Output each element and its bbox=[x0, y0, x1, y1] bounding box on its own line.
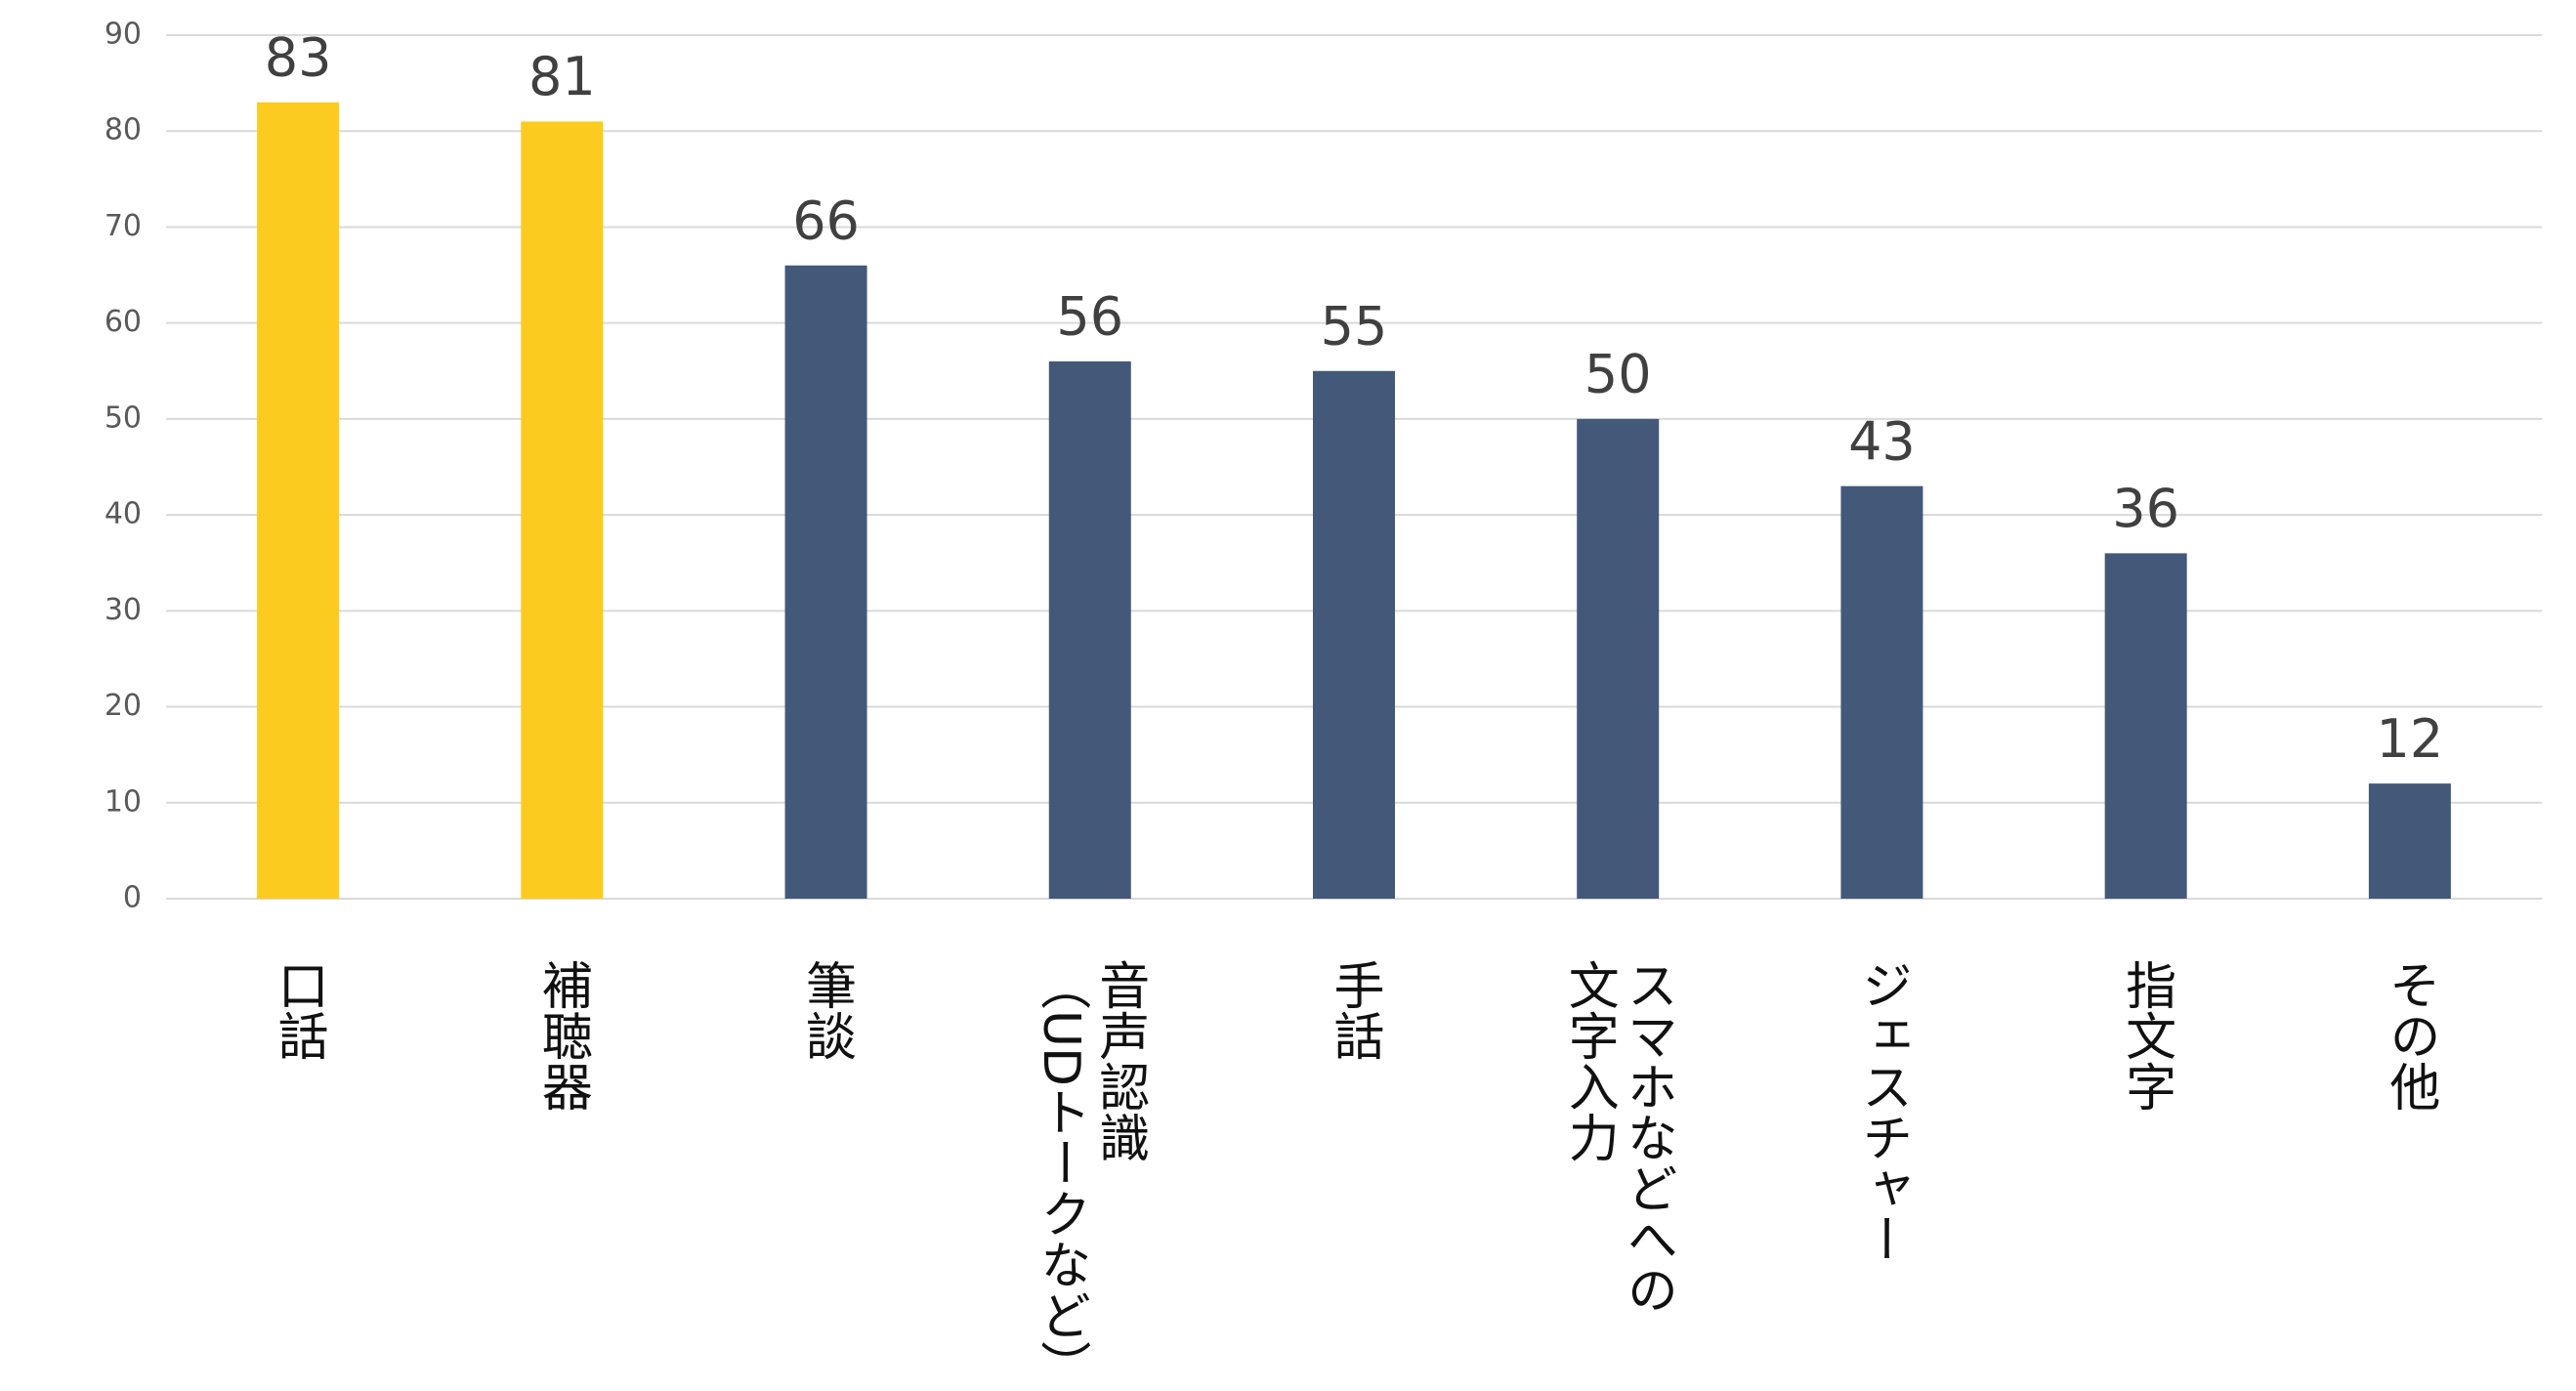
bar bbox=[2104, 553, 2187, 899]
bar bbox=[1313, 370, 1395, 899]
y-tick-label: 20 bbox=[105, 689, 142, 723]
x-tick-label: ジェスチャー bbox=[1852, 959, 1912, 1264]
data-label: 56 bbox=[1056, 286, 1123, 348]
data-label: 43 bbox=[1848, 410, 1916, 472]
data-label: 55 bbox=[1321, 295, 1388, 357]
data-label: 66 bbox=[792, 190, 860, 251]
bar bbox=[1048, 360, 1131, 899]
y-tick-label: 70 bbox=[105, 209, 142, 243]
x-tick-label: 口話 bbox=[269, 959, 328, 1061]
y-tick-label: 80 bbox=[105, 113, 142, 148]
y-tick-label: 40 bbox=[105, 497, 142, 531]
bar bbox=[2368, 783, 2451, 899]
x-tick-label: 音声認識 （UDトークなど） bbox=[1031, 959, 1149, 1391]
y-tick-label: 0 bbox=[123, 881, 142, 915]
x-tick-label: 補聴器 bbox=[532, 959, 592, 1112]
x-tick-label: 手話 bbox=[1325, 959, 1383, 1061]
bar bbox=[1577, 418, 1660, 899]
x-tick-label: 筆談 bbox=[796, 959, 856, 1061]
data-label: 83 bbox=[265, 26, 332, 88]
bar bbox=[257, 102, 340, 899]
y-tick-label: 50 bbox=[105, 400, 142, 435]
y-tick-label: 60 bbox=[105, 305, 142, 339]
y-tick-label: 90 bbox=[105, 18, 142, 52]
x-tick-label: 指文字 bbox=[2116, 959, 2175, 1112]
bar bbox=[521, 121, 604, 899]
y-tick-label: 10 bbox=[105, 784, 142, 819]
bar bbox=[1840, 485, 1923, 899]
data-label: 81 bbox=[528, 46, 596, 107]
x-tick-label: スマホなどへの 文字入力 bbox=[1559, 959, 1677, 1315]
bar bbox=[784, 265, 867, 899]
data-label: 50 bbox=[1584, 344, 1652, 405]
data-label: 36 bbox=[2112, 478, 2179, 539]
y-tick-label: 30 bbox=[105, 593, 142, 627]
data-label: 12 bbox=[2377, 708, 2444, 770]
x-tick-label: その他 bbox=[2380, 959, 2439, 1112]
